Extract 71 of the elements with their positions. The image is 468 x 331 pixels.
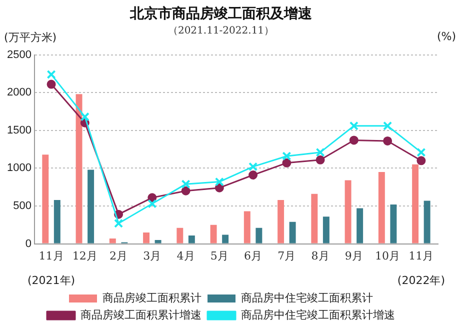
point: [349, 121, 358, 130]
bar: [256, 228, 262, 244]
point: [46, 70, 56, 79]
bar: [154, 240, 162, 244]
bar: [244, 211, 250, 244]
bar: [424, 200, 430, 244]
y-tick-label: 0: [25, 238, 32, 250]
bar: [289, 222, 296, 244]
y-tick-label: 2500: [6, 48, 32, 61]
bar: [54, 200, 60, 244]
point: [416, 148, 426, 157]
x-tick-label: 5月: [210, 249, 228, 262]
point: [248, 170, 258, 180]
point: [282, 152, 292, 161]
bar: [278, 200, 284, 244]
text: (2022年): [397, 274, 445, 287]
bar: [210, 224, 217, 244]
point: [349, 136, 358, 145]
point: [383, 121, 392, 130]
bar: [412, 164, 419, 244]
x-tick-label: 4月: [176, 249, 195, 262]
legend-label: 商品房中住宅竣工面积累计增速: [241, 308, 395, 322]
bar: [322, 216, 330, 244]
x-tick-label: 3月: [143, 249, 162, 262]
y-tick-label: 1500: [6, 124, 32, 136]
bar: [356, 208, 364, 244]
bar: [390, 204, 397, 244]
x-tick-label: 11月: [38, 249, 64, 262]
y-tick-label: 500: [13, 200, 32, 212]
x-tick-label: 9月: [344, 249, 363, 262]
x-tick-label: 7月: [278, 249, 296, 262]
y-axis-title: (万平方米): [4, 30, 57, 45]
point: [181, 180, 190, 189]
y2-axis-title: (%): [436, 30, 456, 43]
bar: [76, 94, 82, 244]
point: [214, 177, 224, 186]
x-tick-label: 6月: [244, 249, 262, 262]
point: [316, 148, 325, 157]
point: [416, 156, 426, 166]
point: [383, 136, 392, 146]
bar: [109, 238, 116, 244]
point: [316, 155, 325, 164]
point: [80, 112, 90, 122]
legend-label: 商品房竣工面积累计增速: [80, 308, 202, 322]
chart-title: 北京市商品房竣工面积及增速: [129, 5, 313, 22]
x-tick-label: 2月: [110, 249, 128, 262]
bar: [222, 234, 229, 244]
y-tick-label: 2000: [6, 86, 32, 99]
point: [46, 80, 56, 89]
x-tick-label: 8月: [311, 249, 330, 262]
legend-label: 商品房中住宅竣工面积累计: [241, 291, 373, 304]
bar: [188, 235, 195, 244]
legend-label: 商品房竣工面积累计: [102, 291, 202, 304]
bar: [88, 170, 94, 244]
x-tick-label: 11月: [408, 249, 434, 262]
bar: [344, 180, 352, 244]
bar: [176, 228, 184, 244]
x-tick-label: 12月: [72, 249, 98, 262]
x-tick-label: 10月: [375, 249, 400, 262]
point: [148, 199, 157, 208]
point: [114, 218, 124, 228]
y-tick-label: 1000: [6, 162, 32, 174]
chart-subtitle: （2021.11-2022.11）: [168, 25, 274, 36]
point: [282, 158, 292, 168]
bar: [42, 154, 49, 244]
text: (2021年): [27, 274, 76, 287]
bar: [311, 194, 318, 244]
point: [181, 186, 190, 196]
point: [248, 162, 258, 172]
bar: [143, 232, 150, 244]
bar: [378, 172, 385, 244]
